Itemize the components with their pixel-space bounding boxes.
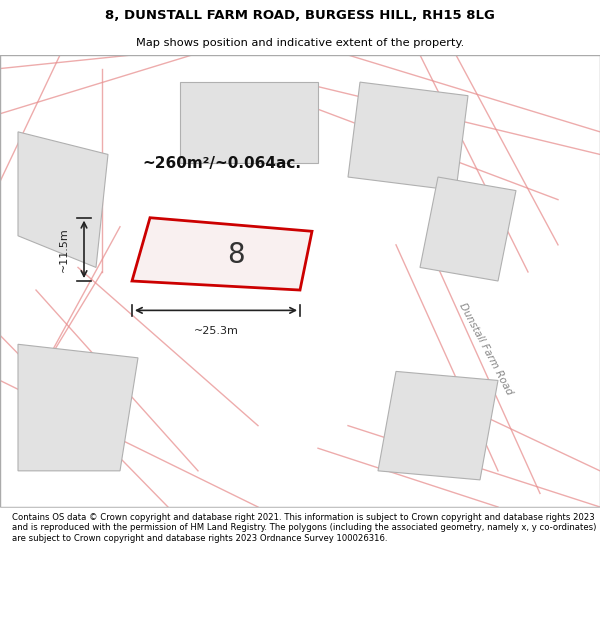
- Polygon shape: [420, 177, 516, 281]
- Text: ~11.5m: ~11.5m: [59, 227, 69, 272]
- Text: Dunstall Farm Road: Dunstall Farm Road: [457, 301, 515, 396]
- Text: Contains OS data © Crown copyright and database right 2021. This information is : Contains OS data © Crown copyright and d…: [12, 513, 596, 542]
- Text: 8, DUNSTALL FARM ROAD, BURGESS HILL, RH15 8LG: 8, DUNSTALL FARM ROAD, BURGESS HILL, RH1…: [105, 9, 495, 22]
- Polygon shape: [180, 82, 318, 164]
- Text: ~25.3m: ~25.3m: [194, 326, 238, 336]
- Polygon shape: [18, 344, 138, 471]
- Polygon shape: [378, 371, 498, 480]
- Text: Map shows position and indicative extent of the property.: Map shows position and indicative extent…: [136, 38, 464, 48]
- Text: ~260m²/~0.064ac.: ~260m²/~0.064ac.: [143, 156, 302, 171]
- Text: 8: 8: [227, 241, 244, 269]
- Polygon shape: [348, 82, 468, 191]
- Polygon shape: [18, 132, 108, 268]
- Polygon shape: [132, 217, 312, 290]
